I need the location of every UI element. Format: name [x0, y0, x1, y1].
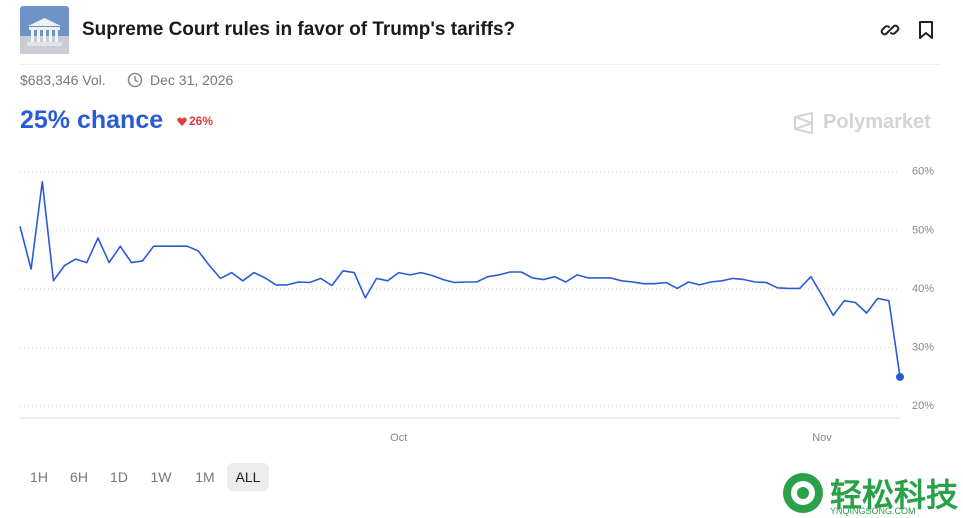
- y-tick-label: 60%: [912, 166, 934, 178]
- watermark-logo: [783, 473, 823, 513]
- y-tick-label: 20%: [912, 400, 934, 412]
- change: 26%: [189, 114, 214, 128]
- title: Supreme Court rules in favor of Trump's …: [82, 19, 516, 40]
- brand-logo: [794, 112, 813, 134]
- range-button[interactable]: 1M: [195, 469, 215, 485]
- end-date: Dec 31, 2026: [150, 72, 234, 88]
- y-tick-label: 30%: [912, 342, 934, 354]
- down-icon: [177, 117, 187, 126]
- last-point: [896, 372, 904, 381]
- chart: 20% 30% 40% 50% 60% Oct Nov: [19, 166, 934, 444]
- watermark-site: YNQINGSONG.COM: [830, 506, 916, 516]
- x-tick-label: Oct: [390, 432, 407, 444]
- y-tick-label: 40%: [912, 283, 934, 295]
- watermark-name: 轻松科技: [830, 477, 959, 513]
- brand: Polymarket: [823, 111, 931, 133]
- series-line: [19, 180, 901, 378]
- range-button[interactable]: 1D: [110, 469, 128, 485]
- range-button[interactable]: 6H: [70, 469, 88, 485]
- clock-icon: [127, 72, 143, 88]
- y-tick-label: 50%: [912, 224, 934, 236]
- chance: 25% chance: [20, 106, 164, 134]
- range-button[interactable]: ALL: [227, 463, 269, 491]
- divider: [20, 64, 940, 65]
- range-button[interactable]: 1W: [150, 469, 172, 485]
- x-tick-label: Nov: [812, 432, 832, 444]
- bookmark-button[interactable]: [917, 20, 935, 40]
- market-icon: [20, 6, 69, 54]
- link-button[interactable]: [880, 20, 900, 40]
- range-button[interactable]: 1H: [30, 469, 48, 485]
- volume: $683,346 Vol.: [20, 72, 106, 88]
